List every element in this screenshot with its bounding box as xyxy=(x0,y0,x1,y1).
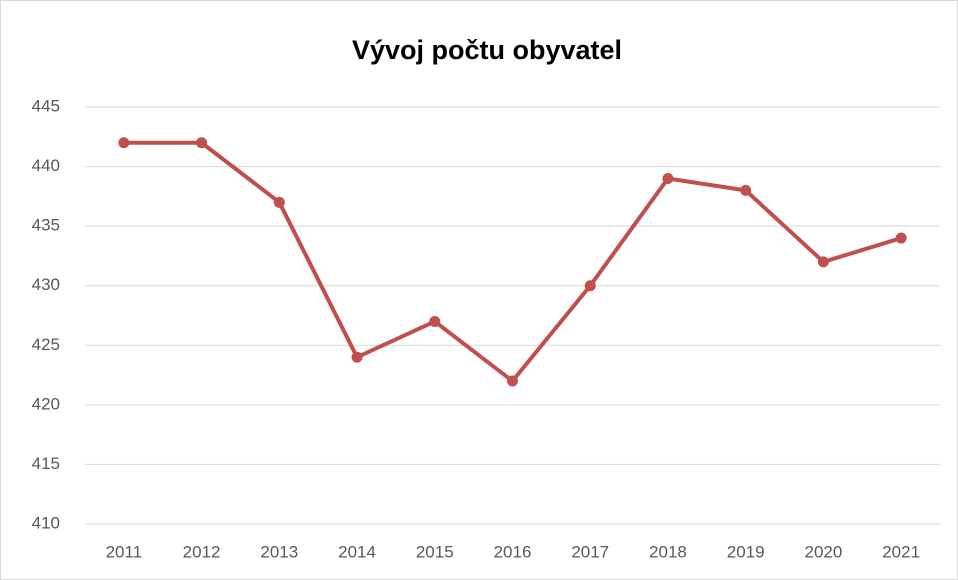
x-tick-label: 2013 xyxy=(260,542,298,561)
x-tick-label: 2016 xyxy=(494,542,532,561)
y-tick-label: 430 xyxy=(32,275,60,294)
marker xyxy=(895,232,907,244)
x-tick-label: 2015 xyxy=(416,542,454,561)
x-tick-label: 2017 xyxy=(571,542,609,561)
marker xyxy=(740,184,752,196)
marker xyxy=(507,375,518,387)
x-tick-label: 2012 xyxy=(183,542,221,561)
marker xyxy=(273,196,285,208)
x-tick-label: 2014 xyxy=(338,542,376,561)
chart-title: Vývoj počtu obyvatel xyxy=(352,35,622,65)
marker xyxy=(351,351,363,363)
y-tick-label: 415 xyxy=(32,454,60,473)
marker xyxy=(429,315,441,327)
y-tick-label: 425 xyxy=(32,335,60,354)
x-tick-label: 2018 xyxy=(649,542,687,561)
x-tick-label: 2021 xyxy=(882,542,920,561)
x-tick-label: 2020 xyxy=(804,542,842,561)
y-tick-label: 440 xyxy=(32,156,60,175)
y-tick-label: 445 xyxy=(32,96,60,115)
marker xyxy=(118,137,130,149)
marker xyxy=(817,256,829,268)
y-tick-label: 420 xyxy=(32,394,60,413)
marker xyxy=(584,280,596,292)
x-tick-label: 2011 xyxy=(106,542,143,561)
y-tick-label: 410 xyxy=(32,513,60,532)
y-tick-label: 435 xyxy=(32,216,60,235)
x-tick-label: 2019 xyxy=(727,542,765,561)
marker xyxy=(196,137,208,149)
marker xyxy=(662,172,674,184)
